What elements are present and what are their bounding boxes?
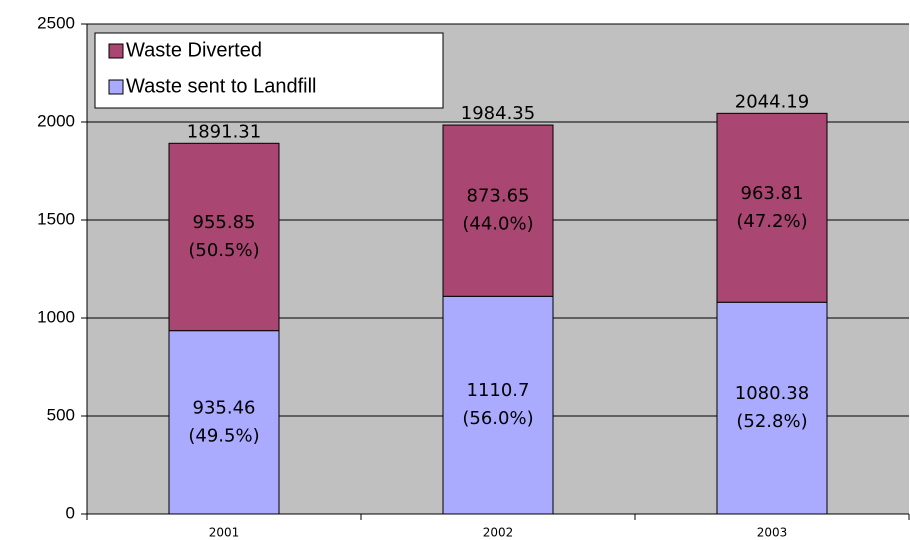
legend-label: Waste sent to Landfill [126, 75, 316, 97]
value-label: 963.81 [741, 183, 804, 204]
bar-segment [716, 301, 828, 515]
total-label: 1891.31 [187, 121, 261, 142]
bar-segment [442, 295, 554, 515]
y-tick-label: 500 [47, 405, 75, 424]
total-label: 1984.35 [461, 103, 535, 124]
y-tick-label: 2000 [37, 111, 75, 130]
total-label: 2044.19 [735, 91, 809, 112]
percent-label: (49.5%) [188, 425, 259, 446]
bar-segment [168, 330, 280, 515]
bar-segment [168, 142, 280, 332]
bar-segment [442, 124, 554, 297]
percent-label: (44.0%) [462, 214, 533, 235]
value-label: 1110.7 [467, 380, 530, 401]
y-tick-label: 1000 [37, 307, 75, 326]
y-tick-label: 0 [66, 503, 75, 522]
percent-label: (56.0%) [462, 408, 533, 429]
x-tick-label: 2001 [209, 526, 240, 540]
legend-swatch [108, 79, 124, 95]
x-tick-label: 2002 [483, 526, 514, 540]
percent-label: (52.8%) [736, 411, 807, 432]
value-label: 1080.38 [735, 383, 809, 404]
value-label: 873.65 [467, 186, 530, 207]
legend-label: Waste Diverted [126, 39, 262, 61]
value-label: 955.85 [193, 212, 256, 233]
bar-segment [716, 112, 828, 303]
y-tick-label: 1500 [37, 209, 75, 228]
percent-label: (47.2%) [736, 211, 807, 232]
legend-swatch [108, 43, 124, 59]
x-tick-label: 2003 [757, 526, 788, 540]
y-tick-label: 2500 [37, 13, 75, 32]
value-label: 935.46 [193, 397, 256, 418]
legend-box [94, 32, 444, 109]
percent-label: (50.5%) [188, 240, 259, 261]
